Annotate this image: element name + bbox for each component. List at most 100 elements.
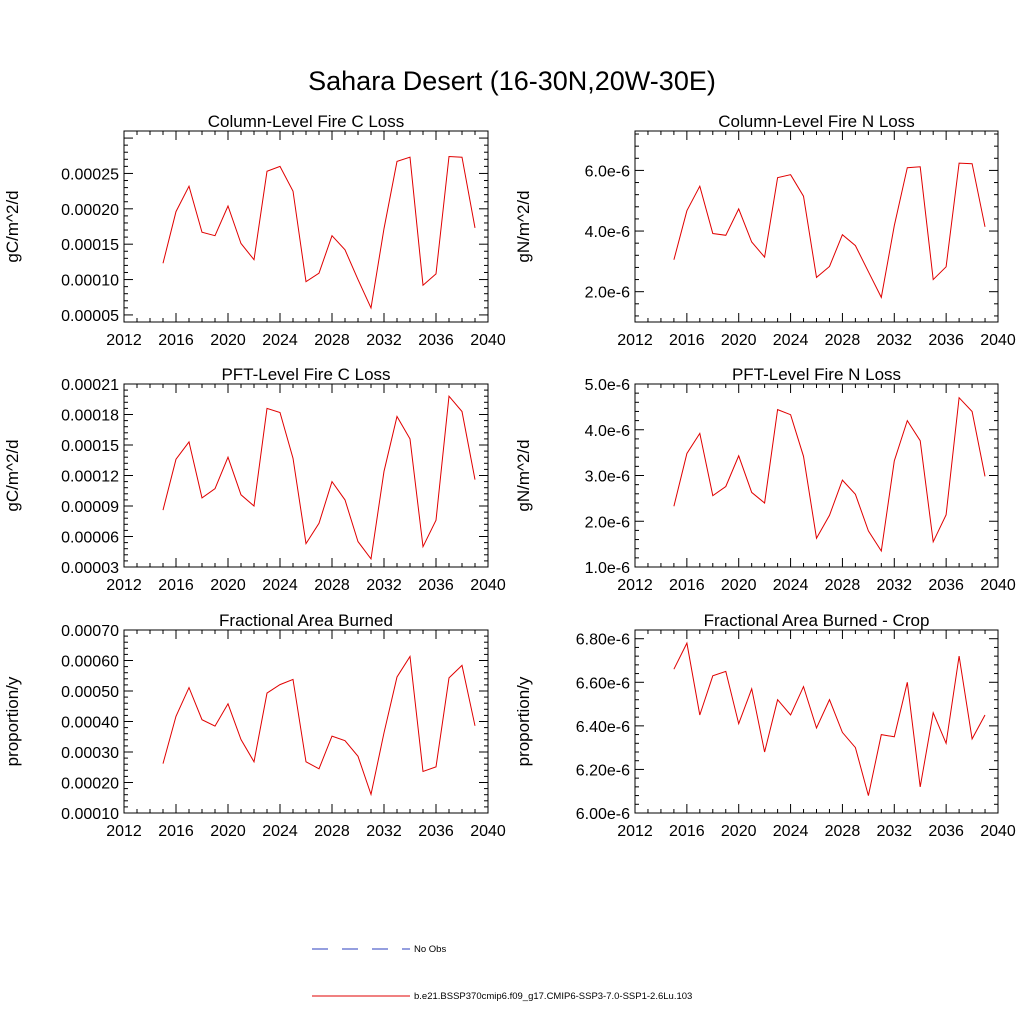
chart-title: Fractional Area Burned - Crop: [704, 611, 930, 630]
x-tick-label: 2032: [366, 823, 402, 840]
y-tick-label: 0.00050: [61, 684, 119, 701]
chart-panel-6: 2012 2016 2020 2024 2028 2032 2036 2040 6.00e-6 6…: [514, 611, 1016, 840]
x-tick-label: 2024: [773, 577, 809, 594]
y-tick-label: 6.80e-6: [576, 632, 630, 649]
x-tick-label: 2012: [106, 332, 142, 349]
x-tick-label: 2016: [669, 577, 705, 594]
y-tick-label: 0.00018: [61, 408, 119, 425]
x-tick-label: 2032: [876, 332, 912, 349]
x-tick-label: 2028: [825, 332, 861, 349]
y-tick-label: 0.00010: [61, 273, 119, 290]
y-tick-label: 6.0e-6: [585, 163, 630, 180]
x-tick-label: 2016: [158, 332, 194, 349]
x-tick-label: 2040: [470, 823, 506, 840]
y-tick-label: 3.0e-6: [585, 469, 630, 486]
x-tick-label: 2028: [314, 577, 350, 594]
chart-title: PFT-Level Fire C Loss: [221, 365, 390, 384]
series-line-1: [162, 155, 476, 310]
y-tick-label: 0.00003: [61, 560, 119, 577]
y-tick-label: 0.00070: [61, 623, 119, 640]
x-tick-label: 2012: [617, 332, 653, 349]
panels: 2012 2016 2020 2024 2028 2032 2036 2040 0.00005 0…: [3, 112, 1016, 840]
y-tick-label: 0.00009: [61, 499, 119, 516]
chart-panel-2: 2012 2016 2020 2024 2028 2032 2036 2040 2.0e-6 4.…: [514, 112, 1016, 349]
y-tick-label: 4.0e-6: [585, 423, 630, 440]
y-axis-label: gN/m^2/d: [514, 439, 533, 511]
x-tick-label: 2012: [106, 577, 142, 594]
y-tick-label: 1.0e-6: [585, 560, 630, 577]
x-tick-label: 2032: [366, 332, 402, 349]
x-tick-label: 2020: [210, 577, 246, 594]
y-tick-label: 0.00021: [61, 377, 119, 394]
y-axis-label: proportion/y: [514, 676, 533, 766]
y-tick-label: 0.00015: [61, 237, 119, 254]
y-tick-label: 6.20e-6: [576, 762, 630, 779]
x-tick-label: 2028: [314, 823, 350, 840]
y-tick-label: 2.0e-6: [585, 514, 630, 531]
y-axis-label: gC/m^2/d: [3, 190, 22, 262]
x-tick-label: 2016: [158, 577, 194, 594]
y-tick-label: 0.00012: [61, 469, 119, 486]
x-tick-label: 2040: [980, 823, 1016, 840]
x-tick-label: 2020: [210, 332, 246, 349]
x-tick-label: 2024: [262, 332, 298, 349]
x-tick-label: 2040: [470, 332, 506, 349]
chart-title: PFT-Level Fire N Loss: [732, 365, 901, 384]
y-tick-label: 0.00040: [61, 715, 119, 732]
plot-frame: [634, 383, 999, 568]
x-tick-label: 2040: [470, 577, 506, 594]
y-tick-label: 6.40e-6: [576, 719, 630, 736]
y-axis-label: gN/m^2/d: [514, 190, 533, 262]
x-tick-label: 2036: [928, 823, 964, 840]
x-tick-label: 2036: [928, 332, 964, 349]
x-tick-label: 2024: [773, 332, 809, 349]
x-tick-label: 2016: [669, 332, 705, 349]
chart-panel-5: 2012 2016 2020 2024 2028 2032 2036 2040 0.00010 0…: [3, 611, 506, 840]
y-tick-label: 0.00006: [61, 530, 119, 547]
x-tick-label: 2032: [876, 577, 912, 594]
y-tick-label: 0.00020: [61, 776, 119, 793]
chart-title: Column-Level Fire C Loss: [208, 112, 405, 131]
plot-frame: [634, 130, 999, 323]
chart-title: Column-Level Fire N Loss: [718, 112, 915, 131]
chart-panel-1: 2012 2016 2020 2024 2028 2032 2036 2040 0.00005 0…: [3, 112, 506, 349]
legend: No Obs b.e21.BSSP370cmip6.f09_g17.CMIP6-…: [312, 944, 692, 1002]
series-line-1: [673, 641, 986, 796]
x-tick-label: 2024: [773, 823, 809, 840]
x-tick-label: 2036: [418, 577, 454, 594]
legend-label-no-obs: No Obs: [414, 944, 446, 955]
x-tick-label: 2012: [617, 823, 653, 840]
series-line-1: [673, 396, 986, 553]
x-tick-label: 2036: [418, 823, 454, 840]
plot-frame: [123, 130, 489, 323]
x-tick-label: 2020: [210, 823, 246, 840]
y-tick-label: 4.0e-6: [585, 224, 630, 241]
y-tick-label: 6.60e-6: [576, 675, 630, 692]
x-tick-label: 2012: [617, 577, 653, 594]
x-tick-label: 2040: [980, 332, 1016, 349]
y-tick-label: 6.00e-6: [576, 806, 630, 823]
chart-panel-4: 2012 2016 2020 2024 2028 2032 2036 2040 1.0e-6 2.…: [514, 365, 1016, 594]
x-tick-label: 2024: [262, 823, 298, 840]
x-tick-label: 2032: [366, 577, 402, 594]
y-tick-label: 0.00010: [61, 806, 119, 823]
y-tick-label: 0.00005: [61, 308, 119, 325]
chart-title: Fractional Area Burned: [219, 611, 393, 630]
y-tick-label: 0.00025: [61, 166, 119, 183]
y-axis-label: proportion/y: [3, 676, 22, 766]
y-axis-label: gC/m^2/d: [3, 439, 22, 511]
y-tick-label: 2.0e-6: [585, 285, 630, 302]
plot-frame: [123, 383, 489, 568]
y-tick-label: 5.0e-6: [585, 377, 630, 394]
x-tick-label: 2016: [158, 823, 194, 840]
legend-label-run: b.e21.BSSP370cmip6.f09_g17.CMIP6-SSP3-7.…: [414, 991, 692, 1002]
y-tick-label: 0.00020: [61, 202, 119, 219]
x-tick-label: 2012: [106, 823, 142, 840]
x-tick-label: 2028: [825, 577, 861, 594]
x-tick-label: 2020: [721, 332, 757, 349]
x-tick-label: 2036: [928, 577, 964, 594]
x-tick-label: 2028: [825, 823, 861, 840]
series-line-1: [162, 655, 476, 797]
x-tick-label: 2028: [314, 332, 350, 349]
